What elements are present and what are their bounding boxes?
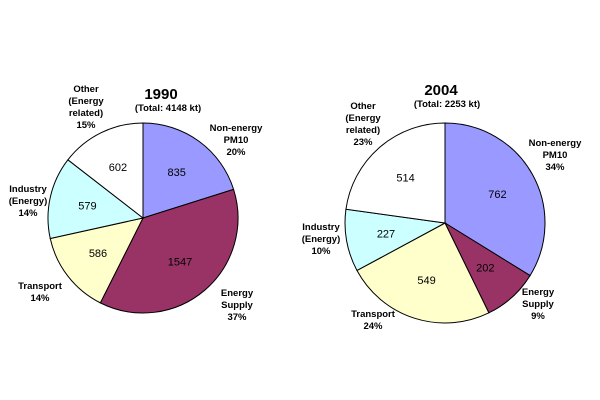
slice-category-label: Transport 24% <box>351 309 396 332</box>
slice-value-label: 1547 <box>168 256 192 268</box>
pie-slice <box>47 159 145 240</box>
pie-chart-2004: 762 Non-energy PM10 34% 202 Energy Supply 9% 549… <box>302 82 582 332</box>
slice-category-label: Energy Supply 37% <box>221 288 254 323</box>
slice-value-label: 586 <box>89 248 107 260</box>
chart-title: 2004 <box>424 82 458 99</box>
slice-value-label: 202 <box>476 263 494 275</box>
chart-subtitle: (Total: 4148 kt) <box>135 103 201 114</box>
pie-slice <box>356 222 490 324</box>
chart-subtitle: (Total: 2253 kt) <box>414 99 480 110</box>
pie-slice <box>49 217 144 304</box>
slice-category-label: Industry (Energy) 14% <box>9 184 48 219</box>
slice-value-label: 549 <box>417 275 435 287</box>
pie-slice <box>345 122 446 224</box>
slice-value-label: 514 <box>396 173 414 185</box>
chart-title: 1990 <box>144 86 177 103</box>
slice-category-label: Industry (Energy) 10% <box>302 222 341 257</box>
pie-slice <box>142 122 235 219</box>
slice-value-label: 602 <box>109 162 127 174</box>
slice-value-label: 762 <box>488 189 506 201</box>
slice-category-label: Non-energy PM10 20% <box>210 123 264 158</box>
slice-value-label: 579 <box>78 201 96 213</box>
slice-value-label: 835 <box>168 167 186 179</box>
slice-category-label: Transport 14% <box>18 281 63 304</box>
pie-slice <box>67 122 144 220</box>
pie-slice <box>99 188 239 314</box>
slice-category-label: Energy Supply 9% <box>522 287 555 322</box>
slice-category-label: Non-energy PM10 34% <box>529 138 583 173</box>
slice-value-label: 227 <box>377 229 395 241</box>
pie-chart-1990: 835 Non-energy PM10 20% 1547 Energy Supply 37% 5… <box>9 84 263 323</box>
slice-category-label: Other (Energy related) 15% <box>68 84 104 131</box>
pie-slice <box>444 122 546 277</box>
slice-category-label: Other (Energy related) 23% <box>345 101 381 148</box>
